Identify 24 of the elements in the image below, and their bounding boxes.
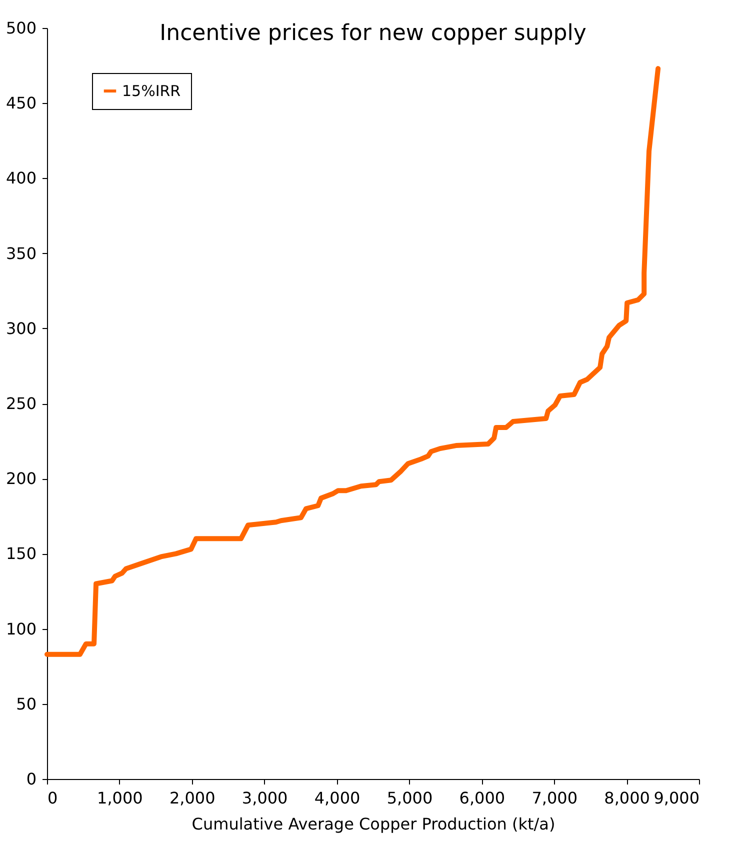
x-tick-label: 4,000 — [314, 788, 360, 808]
y-tick-label: 300 — [6, 318, 36, 338]
y-tick-label: 100 — [6, 619, 36, 638]
x-tick-label: 7,000 — [532, 788, 578, 808]
x-tick-label: 8,000 — [604, 788, 650, 808]
y-tick-label: 150 — [6, 544, 36, 564]
x-tick-label: 9,000 — [654, 788, 700, 808]
x-tick-label: 1,000 — [97, 788, 143, 808]
x-tick-label: 3,000 — [242, 788, 288, 808]
y-tick-label: 250 — [6, 394, 36, 413]
x-tick-label: 2,000 — [169, 788, 216, 808]
y-tick-label: 450 — [6, 94, 36, 113]
legend-label: 15%IRR — [122, 82, 181, 100]
y-tick-label: 350 — [6, 244, 36, 263]
x-tick-label: 0 — [48, 788, 58, 808]
y-tick-label: 500 — [6, 18, 36, 38]
y-tick-label: 0 — [26, 770, 36, 788]
chart-title: Incentive prices for new copper supply — [160, 21, 586, 46]
y-tick-label: 50 — [16, 694, 36, 714]
y-tick-label: 400 — [6, 168, 36, 188]
y-tick-label: 200 — [6, 469, 36, 488]
x-axis-title: Cumulative Average Copper Production (kt/a) — [192, 814, 556, 834]
x-tick-label: 5,000 — [386, 788, 433, 808]
x-tick-label: 6,000 — [459, 788, 506, 808]
